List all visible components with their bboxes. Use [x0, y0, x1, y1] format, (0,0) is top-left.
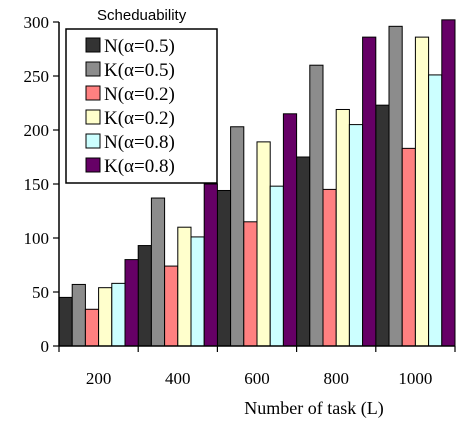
legend-entry: N(α=0.2) — [104, 84, 175, 105]
bar — [111, 282, 126, 347]
y-tick-label: 150 — [24, 175, 50, 194]
bar — [203, 183, 218, 347]
bar — [98, 287, 113, 347]
bar — [309, 64, 324, 347]
bar — [348, 124, 364, 347]
bar — [84, 308, 100, 347]
x-tick-label: 600 — [244, 369, 270, 388]
bar — [362, 36, 377, 347]
legend-entry: N(α=0.8) — [104, 132, 175, 153]
legend-title: Scheduability — [97, 7, 187, 24]
legend-swatch — [85, 61, 101, 77]
bar — [230, 126, 245, 347]
x-axis-label: Number of task (L) — [244, 398, 383, 419]
bar — [137, 245, 152, 347]
bar — [177, 226, 192, 347]
bar — [428, 74, 443, 347]
bar — [164, 265, 179, 347]
bar — [71, 283, 86, 347]
y-tick-label: 300 — [24, 13, 50, 32]
legend-box — [65, 28, 218, 184]
bar — [190, 236, 205, 347]
bar — [216, 189, 232, 347]
legend-swatch — [85, 85, 101, 101]
legend-entry: K(α=0.2) — [104, 108, 175, 129]
bar — [441, 19, 456, 347]
x-tick-label: 200 — [86, 369, 112, 388]
legend-entry: K(α=0.5) — [104, 60, 175, 81]
bar — [58, 296, 73, 347]
legend: Scheduability N(α=0.5) K(α=0.5) N(α=0.2) K(α… — [65, 7, 218, 184]
bar — [322, 188, 337, 347]
bar — [375, 104, 390, 347]
x-tick-label: 1000 — [398, 369, 432, 388]
legend-swatch — [85, 37, 101, 53]
bar — [150, 197, 166, 347]
bar — [282, 113, 298, 347]
bar — [296, 156, 311, 347]
bar — [414, 36, 430, 347]
y-tick-label: 50 — [32, 283, 49, 302]
axes-group: 0 50 100 150 200 250 300 200 400 600 800 1000 — [24, 13, 456, 388]
bar — [401, 147, 416, 347]
x-tick-label: 400 — [165, 369, 191, 388]
bar — [243, 221, 258, 347]
legend-swatch — [85, 157, 101, 173]
bar — [124, 259, 139, 347]
bar — [388, 25, 403, 347]
legend-swatch — [85, 133, 101, 149]
legend-entry: K(α=0.8) — [104, 156, 175, 177]
bar — [256, 141, 271, 347]
y-tick-label: 200 — [24, 121, 50, 140]
y-tick-label: 0 — [41, 337, 50, 356]
x-tick-label: 800 — [323, 369, 349, 388]
y-tick-label: 100 — [24, 229, 50, 248]
legend-swatch — [85, 109, 101, 125]
legend-entry: N(α=0.5) — [104, 36, 175, 57]
bar — [269, 185, 284, 347]
bar — [335, 108, 350, 347]
y-tick-label: 250 — [24, 67, 50, 86]
bars-group — [58, 19, 456, 347]
